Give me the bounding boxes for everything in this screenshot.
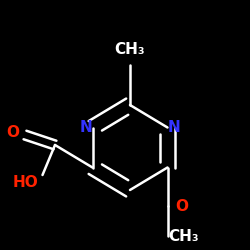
Text: O: O (175, 199, 188, 214)
Text: N: N (80, 120, 92, 135)
Text: HO: HO (12, 175, 38, 190)
Text: N: N (168, 120, 180, 135)
Text: CH₃: CH₃ (115, 42, 145, 58)
Text: O: O (6, 125, 19, 140)
Text: CH₃: CH₃ (168, 229, 199, 244)
